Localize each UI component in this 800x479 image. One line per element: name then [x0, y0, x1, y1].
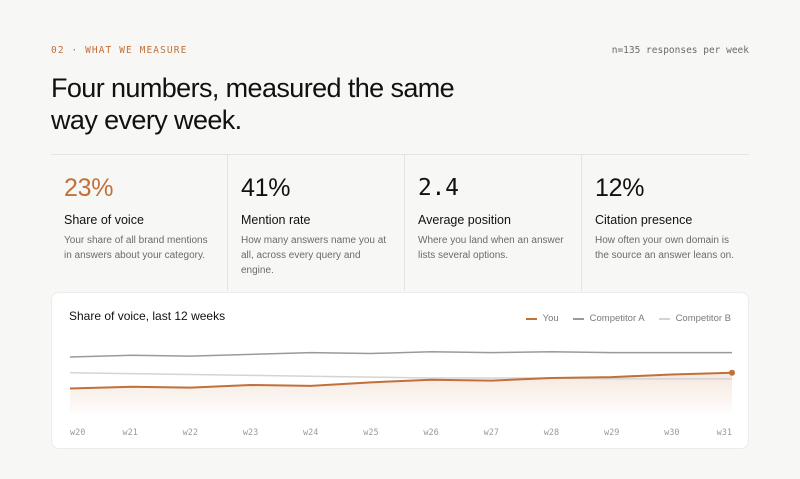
- section-eyebrow: 02 · WHAT WE MEASURE: [51, 45, 188, 56]
- metric-description: Your share of all brand mentions in answ…: [64, 235, 208, 261]
- x-tick-label: w27: [484, 428, 499, 438]
- chart-title: Share of voice, last 12 weeks: [69, 309, 226, 323]
- legend-label: You: [542, 313, 559, 324]
- x-tick-label: w29: [604, 428, 619, 438]
- x-tick-label: w21: [123, 428, 138, 438]
- metric-title: Mention rate: [241, 213, 311, 227]
- page-title: Four numbers, measured the same way ever…: [51, 73, 455, 135]
- x-tick-label: w24: [303, 428, 318, 438]
- metric-description: How often your own domain is the source …: [595, 235, 734, 261]
- series-line-competitor-a: [69, 350, 732, 358]
- metric-title: Citation presence: [595, 213, 693, 227]
- x-tick-label: w23: [243, 428, 258, 438]
- x-tick-label: w25: [363, 428, 378, 438]
- legend-label: Competitor A: [589, 313, 645, 324]
- series-endpoint-you: [729, 369, 735, 376]
- x-tick-label: w30: [664, 428, 679, 438]
- divider: [51, 154, 749, 155]
- metric-average-position: 2.4 Average position Where you land when…: [405, 155, 582, 291]
- metric-description: How many answers name you at all, across…: [241, 235, 387, 276]
- x-tick-label: w20: [70, 428, 85, 438]
- metric-mention-rate: 41% Mention rate How many answers name y…: [228, 155, 405, 291]
- legend-label: Competitor B: [675, 313, 731, 324]
- legend-swatch: [658, 317, 670, 320]
- metric-share-of-voice: 23% Share of voice Your share of all bra…: [51, 155, 228, 291]
- series-line-you: [69, 371, 733, 390]
- legend-item-competitor-a: Competitor A: [572, 313, 645, 324]
- metric-value: 23%: [64, 174, 114, 202]
- x-tick-label: w22: [183, 428, 198, 438]
- x-tick-label: w28: [544, 428, 559, 438]
- series-area-you: [70, 372, 732, 413]
- legend-swatch: [572, 317, 584, 320]
- metric-title: Average position: [418, 213, 511, 227]
- metric-title: Share of voice: [64, 213, 144, 227]
- series-line-competitor-b: [69, 372, 732, 380]
- chart-legend: You Competitor A Competitor B: [525, 313, 731, 324]
- sample-size-note: n=135 responses per week: [611, 45, 749, 56]
- metrics-row: 23% Share of voice Your share of all bra…: [51, 155, 749, 291]
- share-of-voice-chart: w20 w21 w22 w23 w24 w25 w26 w27 w28 w29 w30 w31: [69, 350, 735, 438]
- x-tick-label: w26: [423, 428, 438, 438]
- metric-citation-presence: 12% Citation presence How often your own…: [582, 155, 758, 291]
- legend-item-you: You: [525, 313, 559, 324]
- metric-value: 12%: [595, 174, 645, 202]
- metric-description: Where you land when an answer lists seve…: [418, 235, 564, 261]
- chart-card: w20 w21 w22 w23 w24 w25 w26 w27 w28 w29 w30 w31 Sha…: [51, 292, 749, 449]
- legend-swatch: [525, 317, 537, 320]
- legend-item-competitor-b: Competitor B: [658, 313, 731, 324]
- metric-value: 2.4: [418, 175, 459, 201]
- x-tick-label: w31: [717, 428, 732, 438]
- metric-value: 41%: [241, 174, 291, 202]
